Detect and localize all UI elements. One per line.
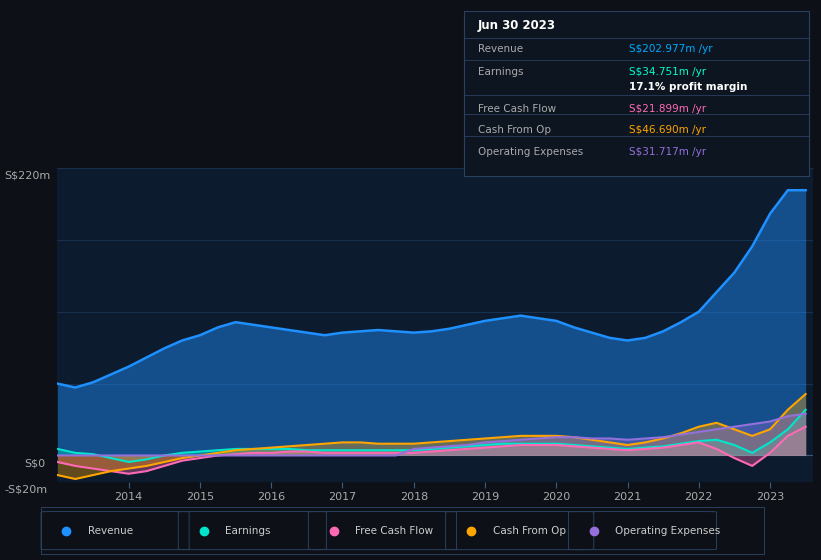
- Text: S$31.717m /yr: S$31.717m /yr: [630, 147, 707, 157]
- Text: Cash From Op: Cash From Op: [493, 526, 566, 535]
- Text: S$21.899m /yr: S$21.899m /yr: [630, 104, 707, 114]
- Text: Revenue: Revenue: [88, 526, 133, 535]
- Text: Earnings: Earnings: [225, 526, 271, 535]
- Text: 17.1% profit margin: 17.1% profit margin: [630, 82, 748, 92]
- Text: S$46.690m /yr: S$46.690m /yr: [630, 125, 706, 135]
- Text: Jun 30 2023: Jun 30 2023: [478, 20, 556, 32]
- Text: -S$20m: -S$20m: [4, 484, 48, 494]
- Text: S$0: S$0: [25, 458, 46, 468]
- Text: Cash From Op: Cash From Op: [478, 125, 551, 135]
- Text: S$34.751m /yr: S$34.751m /yr: [630, 67, 707, 77]
- Text: Earnings: Earnings: [478, 67, 523, 77]
- Text: Free Cash Flow: Free Cash Flow: [478, 104, 556, 114]
- Text: Operating Expenses: Operating Expenses: [478, 147, 583, 157]
- Text: S$220m: S$220m: [4, 171, 50, 181]
- Text: S$202.977m /yr: S$202.977m /yr: [630, 44, 713, 54]
- Text: Free Cash Flow: Free Cash Flow: [355, 526, 433, 535]
- Text: Operating Expenses: Operating Expenses: [616, 526, 721, 535]
- Text: Revenue: Revenue: [478, 44, 523, 54]
